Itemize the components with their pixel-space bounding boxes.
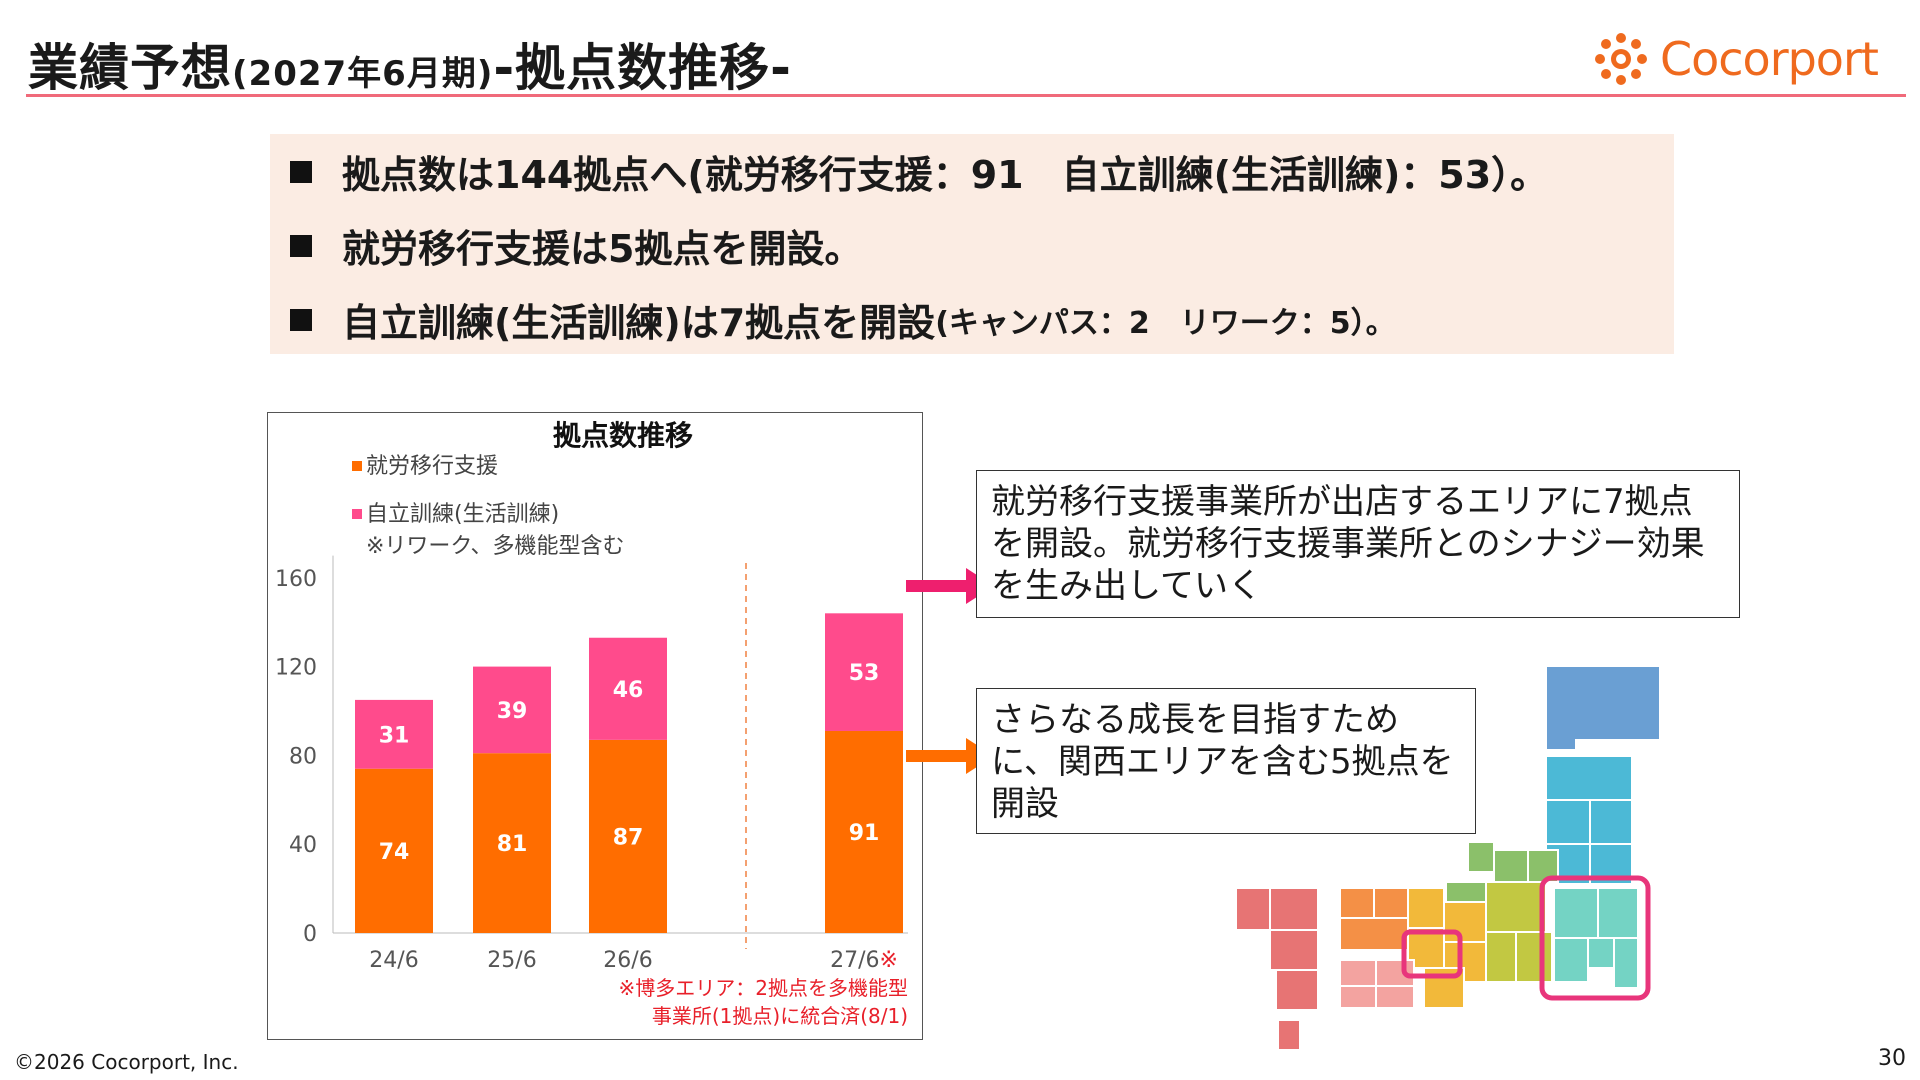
chart-title: 拠点数推移 <box>553 419 693 452</box>
callout-top-text: 就労移行支援事業所が出店するエリアに7拠点を開設。就労移行支援事業所とのシナジー… <box>991 482 1705 606</box>
chart-note-line-2: 事業所(1拠点)に統合済(8/1) <box>652 1004 908 1028</box>
x-tick-label: 27/6※ <box>830 948 898 973</box>
data-label: 53 <box>849 661 880 686</box>
y-tick-label: 80 <box>289 744 317 769</box>
bar-jiritsu <box>355 699 433 769</box>
bar-jiritsu <box>589 637 667 740</box>
japan-map <box>1236 665 1661 1051</box>
bar-chart: 拠点数推移 0 40 80 120 160 74 31 24/6 81 39 25/6 87 46 26/6… <box>275 419 908 1028</box>
bar-jiritsu <box>825 613 903 731</box>
legend-swatch <box>352 509 362 519</box>
header-divider <box>26 94 1906 97</box>
chubu-region <box>1485 881 1553 983</box>
summary-bullet-1: 拠点数は144拠点へ(就労移行支援：91 自立訓練(生活訓練)：53）。 <box>290 144 1548 199</box>
y-tick-label: 40 <box>289 833 317 858</box>
square-bullet-icon <box>290 308 312 331</box>
kansai-highlight <box>1401 929 1463 979</box>
title-sub: (2027年6月期) <box>232 54 494 94</box>
data-label: 31 <box>379 723 410 748</box>
square-bullet-icon <box>290 160 312 183</box>
shikoku-region <box>1339 959 1415 1009</box>
kanto-region <box>1553 887 1639 989</box>
logo-mark-icon <box>1595 33 1647 85</box>
legend-swatch <box>352 461 362 471</box>
legend-note: ※リワーク、多機能型含む <box>366 534 624 559</box>
bar-shuro <box>589 739 667 933</box>
title-tail: -拠点数推移- <box>493 39 792 97</box>
bullet-text: 就労移行支援は5拠点を開設。 <box>342 227 863 271</box>
copyright: ©2026 Cocorport, Inc. <box>14 1050 239 1074</box>
summary-bullet-2: 就労移行支援は5拠点を開設。 <box>290 218 862 273</box>
bullet-text: 拠点数は144拠点へ(就労移行支援：91 自立訓練(生活訓練)：53）。 <box>342 153 1549 197</box>
bar-shuro <box>473 753 551 933</box>
callout-bottom-text: さらなる成長を目指すために、関西エリアを含む5拠点を開設 <box>991 700 1454 824</box>
x-tick-label: 25/6 <box>487 948 536 973</box>
y-tick-label: 120 <box>275 656 317 681</box>
bullet-text: 自立訓練(生活訓練)は7拠点を開設 <box>342 301 936 345</box>
logo-text: Cocorport <box>1660 32 1879 86</box>
hokuriku-region <box>1445 841 1559 903</box>
bar-shuro <box>355 768 433 933</box>
y-tick-label: 0 <box>303 922 317 947</box>
chart-frame: 拠点数推移 0 40 80 120 160 74 31 24/6 81 39 25/6 87 46 26/6… <box>267 412 923 1040</box>
kanto-highlight <box>1539 875 1651 1001</box>
y-tick-label: 160 <box>275 567 317 592</box>
legend-label: 自立訓練(生活訓練) <box>366 502 559 527</box>
square-bullet-icon <box>290 234 312 257</box>
chugoku-region <box>1339 887 1409 951</box>
callout-top: 就労移行支援事業所が出店するエリアに7拠点を開設。就労移行支援事業所とのシナジー… <box>976 470 1740 618</box>
legend-label: 就労移行支援 <box>366 454 498 479</box>
hokkaido-region <box>1545 665 1661 751</box>
data-label: 87 <box>613 825 644 850</box>
bar-shuro <box>825 730 903 933</box>
title-main: 業績予想 <box>28 39 232 97</box>
data-label: 91 <box>849 821 880 846</box>
kyushu-region <box>1236 887 1319 1051</box>
summary-box: 拠点数は144拠点へ(就労移行支援：91 自立訓練(生活訓練)：53）。 就労移… <box>270 134 1674 354</box>
chart-note-line-1: ※博多エリア：2拠点を多機能型 <box>619 976 908 1000</box>
bullet-text-small: (キャンパス：2 リワーク：5）。 <box>935 305 1396 341</box>
x-tick-label: 24/6 <box>369 948 418 973</box>
x-tick-label: 26/6 <box>603 948 652 973</box>
data-label: 74 <box>379 840 410 865</box>
bar-jiritsu <box>473 666 551 754</box>
data-label: 39 <box>497 699 528 724</box>
page-number: 30 <box>1878 1046 1906 1071</box>
kansai-region <box>1407 887 1487 1009</box>
callout-bottom: さらなる成長を目指すために、関西エリアを含む5拠点を開設 <box>976 688 1476 834</box>
data-label: 46 <box>613 678 644 703</box>
data-label: 81 <box>497 832 528 857</box>
company-logo: Cocorport <box>1592 30 1879 88</box>
summary-bullet-3: 自立訓練(生活訓練)は7拠点を開設 (キャンパス：2 リワーク：5）。 <box>290 292 1396 347</box>
page-title: 業績予想(2027年6月期)-拠点数推移- <box>28 28 792 100</box>
